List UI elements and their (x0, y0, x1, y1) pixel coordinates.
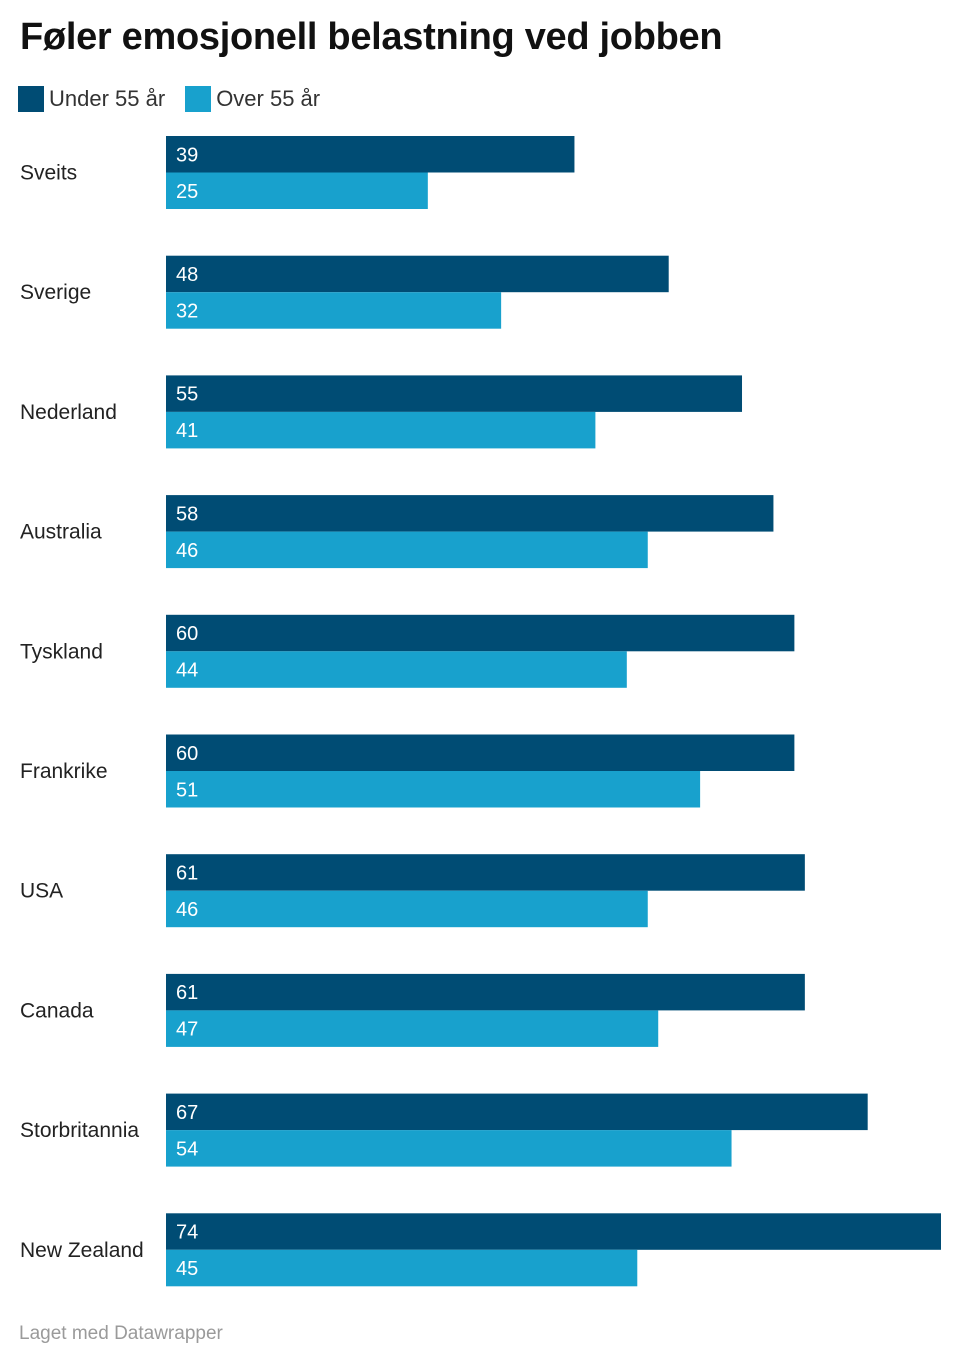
bar-value-label: 67 (176, 1102, 198, 1124)
bar-value-label: 44 (176, 660, 198, 682)
category-label: Canada (20, 999, 94, 1022)
bar-under-55 (166, 136, 575, 173)
bar-over-55 (166, 292, 502, 329)
category-label: Frankrike (20, 760, 108, 783)
category-label: Storbritannia (20, 1119, 139, 1142)
bar-value-label: 61 (176, 862, 198, 884)
bar-group-frankrike: Frankrike 60 51 (20, 734, 795, 808)
legend-label-under-55: Under 55 år (49, 86, 166, 111)
bar-group-sveits: Sveits 39 25 (20, 136, 575, 209)
bar-over-55 (166, 890, 648, 928)
footer-credit: Laget med Datawrapper (19, 1323, 223, 1344)
bar-under-55 (166, 1093, 868, 1131)
bar-group-new-zealand: New Zealand 74 45 (20, 1213, 941, 1287)
chart-title: Føler emosjonell belastning ved jobben (20, 16, 723, 58)
bar-over-55 (166, 1249, 638, 1287)
legend-swatch-under-55 (18, 86, 44, 112)
bar-over-55 (166, 172, 428, 209)
legend-item-under-55: Under 55 år (18, 86, 165, 112)
bar-over-55 (166, 771, 701, 808)
bar-value-label: 48 (176, 264, 198, 286)
category-label: Sverige (20, 281, 91, 304)
bar-value-label: 54 (176, 1138, 198, 1160)
bar-value-label: 60 (176, 743, 198, 765)
category-label: Nederland (20, 401, 117, 424)
bar-under-55 (166, 255, 669, 293)
bar-value-label: 61 (176, 982, 198, 1004)
bar-value-label: 39 (176, 144, 198, 166)
bar-under-55 (166, 973, 805, 1011)
bar-value-label: 51 (176, 779, 198, 801)
category-label: USA (20, 880, 63, 903)
bar-value-label: 46 (176, 899, 198, 921)
bar-over-55 (166, 1130, 732, 1167)
category-label: Tyskland (20, 640, 103, 663)
bar-under-55 (166, 375, 743, 412)
legend-item-over-55: Over 55 år (185, 86, 320, 112)
legend-swatch-over-55 (185, 86, 212, 112)
bar-value-label: 41 (176, 420, 198, 442)
bar-group-usa: USA 61 46 (20, 854, 805, 928)
bar-value-label: 32 (176, 300, 198, 322)
bar-group-canada: Canada 61 47 (20, 973, 805, 1047)
category-label: Sveits (20, 162, 77, 185)
bar-value-label: 47 (176, 1019, 198, 1041)
bar-value-label: 55 (176, 384, 198, 406)
bar-under-55 (166, 734, 795, 771)
bar-over-55 (166, 1010, 659, 1047)
bar-value-label: 74 (176, 1222, 198, 1244)
bar-over-55 (166, 411, 596, 449)
bar-over-55 (166, 651, 627, 688)
bar-value-label: 25 (176, 181, 198, 203)
category-label: New Zealand (20, 1239, 144, 1262)
legend-label-over-55: Over 55 år (216, 86, 321, 111)
bar-over-55 (166, 531, 648, 569)
legend: Under 55 år Over 55 år (18, 86, 340, 112)
bar-value-label: 58 (176, 503, 198, 525)
bar-group-sverige: Sverige 48 32 (20, 255, 669, 329)
category-label: Australia (20, 521, 102, 544)
bar-group-nederland: Nederland 55 41 (20, 375, 743, 449)
bar-value-label: 45 (176, 1258, 198, 1280)
bar-value-label: 46 (176, 540, 198, 562)
bar-group-storbritannia: Storbritannia 67 54 (20, 1093, 868, 1167)
bar-value-label: 60 (176, 623, 198, 645)
bar-group-tyskland: Tyskland 60 44 (20, 614, 795, 688)
bar-under-55 (166, 614, 795, 652)
bar-under-55 (166, 1213, 941, 1250)
bar-under-55 (166, 495, 774, 532)
bar-under-55 (166, 854, 805, 891)
bar-group-australia: Australia 58 46 (20, 495, 774, 569)
